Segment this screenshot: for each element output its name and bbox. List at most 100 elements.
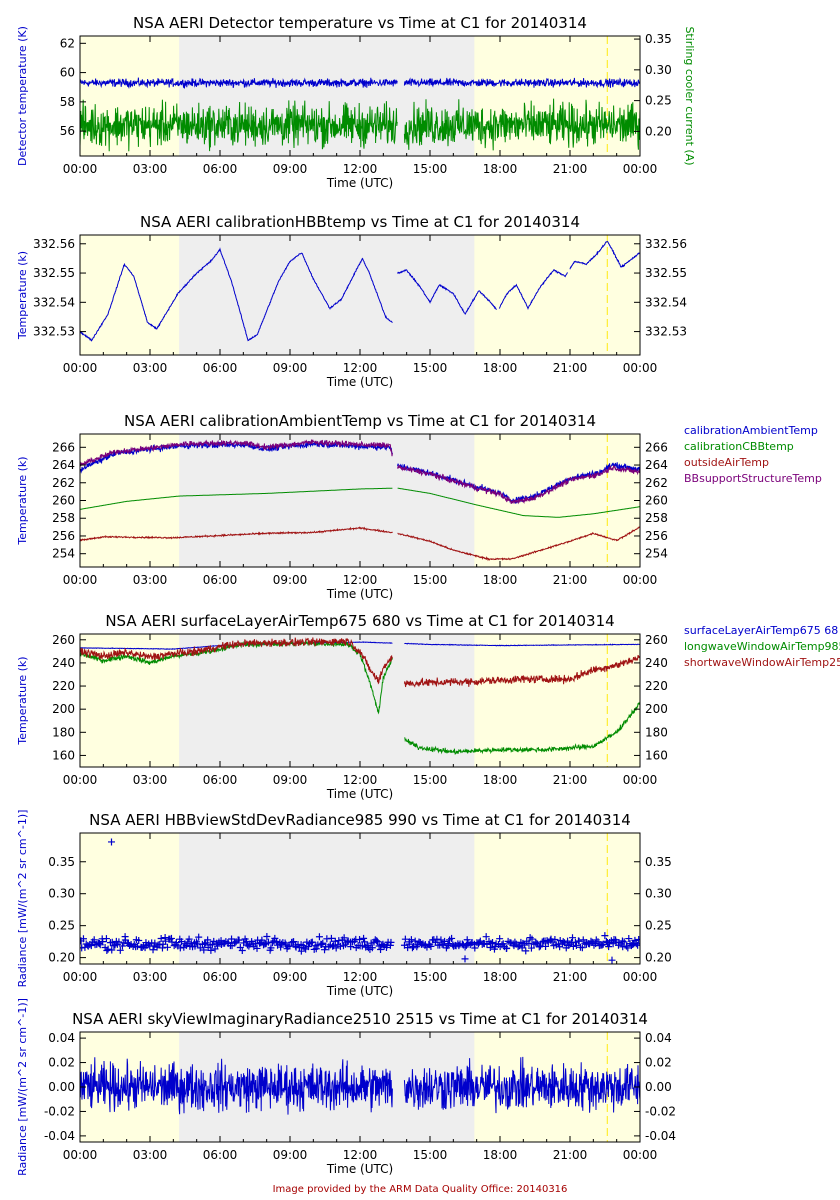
x-tick-label: 06:00 [203, 1148, 238, 1162]
x-tick-label: 18:00 [483, 573, 518, 587]
data-point [521, 941, 529, 949]
series-group [80, 439, 640, 562]
x-tick-label: 09:00 [273, 970, 308, 984]
data-point [300, 944, 308, 952]
legend-entry: calibrationCBBtemp [684, 440, 794, 453]
data-point [408, 944, 416, 952]
x-tick-label: 15:00 [413, 361, 448, 375]
x-tick-label: 15:00 [413, 573, 448, 587]
data-point [315, 933, 323, 941]
data-point [187, 940, 195, 948]
data-point [514, 943, 522, 951]
y-tick-label: 58 [60, 95, 75, 109]
data-point [228, 935, 236, 943]
x-tick-label: 12:00 [343, 1148, 378, 1162]
data-point [608, 956, 616, 964]
data-point [437, 936, 445, 944]
data-point [401, 935, 409, 943]
panel-title: NSA AERI calibrationHBBtemp vs Time at C… [140, 213, 580, 231]
data-point [200, 946, 208, 954]
data-point [535, 943, 543, 951]
series-2 [80, 98, 640, 152]
x-tick-label: 12:00 [343, 773, 378, 787]
data-point [176, 944, 184, 952]
data-point [572, 941, 580, 949]
data-point [135, 936, 143, 944]
night-shading [179, 634, 475, 767]
data-point [599, 940, 607, 948]
x-axis-label: Time (UTC) [326, 787, 393, 801]
y-tick-label-right: 256 [645, 529, 668, 543]
data-point [118, 942, 126, 950]
data-point [126, 941, 134, 949]
series-1 [80, 240, 640, 342]
y-tick-label: 262 [52, 476, 75, 490]
series-bbsupportstructuretemp [80, 439, 640, 505]
x-tick-label: 03:00 [133, 573, 168, 587]
data-point [441, 937, 449, 945]
y-tick-label: 0.25 [48, 919, 75, 933]
data-point [356, 936, 364, 944]
panel-1: 00:00 03:00 06:00 09:00 12:00 15:00 18:00 21:00… [16, 14, 696, 190]
x-tick-label: 09:00 [273, 573, 308, 587]
data-point [172, 939, 180, 947]
data-point [151, 939, 159, 947]
y-tick-label: 200 [52, 702, 75, 716]
data-point [373, 937, 381, 945]
y-tick-label: 0.04 [48, 1031, 75, 1045]
data-point [569, 942, 577, 950]
series-group [80, 637, 640, 755]
x-tick-label: 00:00 [63, 162, 98, 176]
y-tick-label-right: 262 [645, 476, 668, 490]
y-tick-label-right: 332.54 [645, 295, 687, 309]
x-axis-label: Time (UTC) [326, 375, 393, 389]
data-point [360, 934, 368, 942]
x-tick-label: 00:00 [623, 970, 658, 984]
x-tick-label: 00:00 [63, 970, 98, 984]
data-point [195, 933, 203, 941]
data-point [253, 944, 261, 952]
x-tick-label: 06:00 [203, 361, 238, 375]
data-point [559, 938, 567, 946]
y-tick-label: 264 [52, 458, 75, 472]
y-axis-label: Detector temperature (K) [16, 26, 29, 166]
y-tick-label: 332.54 [33, 295, 75, 309]
x-tick-label: 06:00 [203, 573, 238, 587]
data-point [594, 938, 602, 946]
x-tick-label: 00:00 [63, 1148, 98, 1162]
x-tick-label: 03:00 [133, 162, 168, 176]
x-axis-label: Time (UTC) [326, 176, 393, 190]
y-tick-label: 332.56 [33, 237, 75, 251]
data-point [522, 947, 530, 955]
data-point [377, 945, 385, 953]
data-point [609, 940, 617, 948]
y-tick-label: 180 [52, 725, 75, 739]
y-tick-label-right: 260 [645, 633, 668, 647]
y-tick-label-right: 332.56 [645, 237, 687, 251]
y-tick-label-right: 0.35 [645, 855, 672, 869]
data-point [140, 942, 148, 950]
y-tick-label: 240 [52, 656, 75, 670]
data-point [134, 942, 142, 950]
data-point [361, 938, 369, 946]
night-shading [179, 235, 475, 355]
legend-entry: BBsupportStructureTemp [684, 472, 822, 485]
y-axis-label: Radiance [mW/(m^2 sr cm^-1)] [16, 998, 29, 1176]
y-tick-label: 0.30 [48, 887, 75, 901]
data-point [598, 941, 606, 949]
data-point [525, 939, 533, 947]
data-point [204, 936, 212, 944]
panel-title: NSA AERI calibrationAmbientTemp vs Time … [124, 412, 596, 430]
y-tick-label-right: 180 [645, 725, 668, 739]
data-point [463, 936, 471, 944]
data-point [115, 938, 123, 946]
panel-title: NSA AERI HBBviewStdDevRadiance985 990 vs… [89, 811, 631, 829]
data-point [104, 945, 112, 953]
y-tick-label-right: -0.04 [645, 1129, 676, 1143]
x-tick-label: 12:00 [343, 162, 378, 176]
data-point [312, 945, 320, 953]
panel-title: NSA AERI Detector temperature vs Time at… [133, 14, 587, 32]
x-tick-label: 00:00 [623, 573, 658, 587]
data-point [368, 944, 376, 952]
